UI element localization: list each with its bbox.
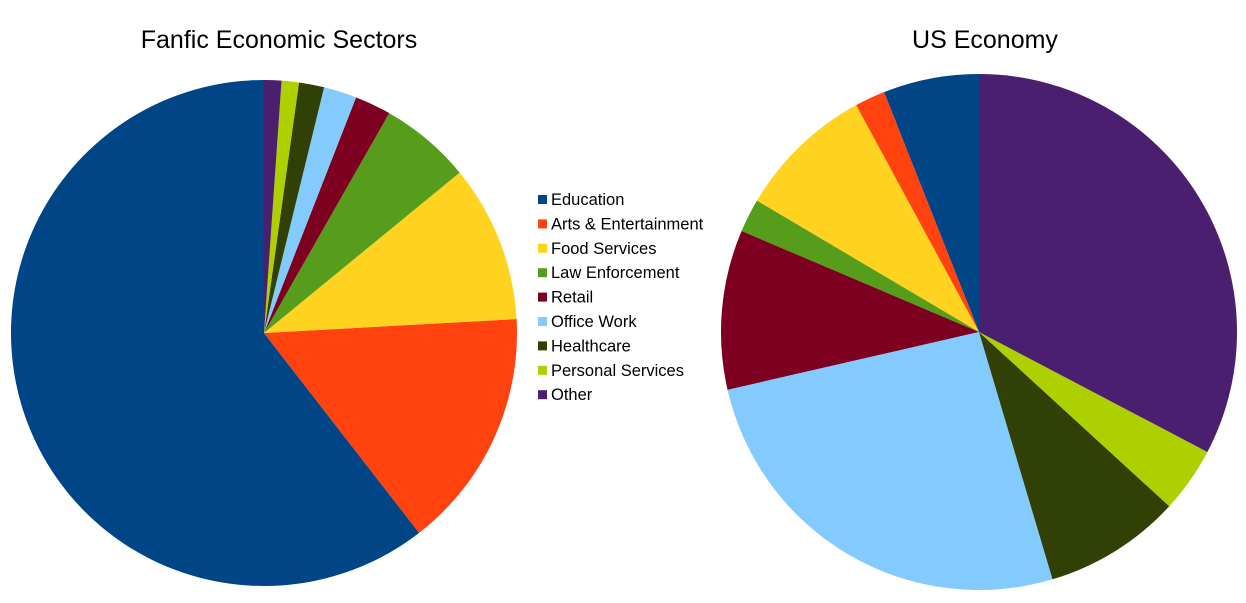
fanfic-slice-law-enforcement [264,113,460,333]
legend: Education Arts & Entertainment Food Servic… [538,191,704,404]
us-slice-education [884,74,979,332]
legend-swatch-arts-and-entertainment [538,219,547,229]
fanfic-slice-personal-services [264,80,300,333]
legend-label-arts-and-entertainment: Arts & Entertainment [551,215,704,233]
fanfic-slice-food-services [264,172,517,333]
us-slice-food-services [756,105,979,332]
legend-label-food-services: Food Services [551,240,656,258]
legend-label-law-enforcement: Law Enforcement [551,264,680,282]
legend-label-healthcare: Healthcare [551,337,631,355]
legend-swatch-other [538,390,547,400]
fanfic-slice-other [264,80,282,333]
fanfic-slice-office-work [264,87,357,333]
fanfic-slice-healthcare [264,82,325,333]
legend-swatch-law-enforcement [538,268,547,278]
legend-swatch-education [538,195,547,204]
us-slice-other [979,74,1238,453]
right-chart-title: US Economy [912,26,1058,54]
us-economy-pie [720,74,1238,591]
legend-label-personal-services: Personal Services [551,362,684,380]
legend-label-other: Other [551,386,593,404]
legend-label-office-work: Office Work [551,313,637,331]
legend-swatch-personal-services [538,365,547,375]
fanfic-slice-retail [264,97,390,333]
us-slice-law-enforcement [741,200,979,332]
us-slice-office-work [727,332,1053,591]
legend-swatch-healthcare [538,341,547,351]
legend-swatch-food-services [538,243,547,253]
fanfic-pie [10,80,517,586]
left-chart-title: Fanfic Economic Sectors [141,26,418,54]
legend-label-education: Education [551,191,624,209]
legend-swatch-office-work [538,317,547,326]
us-slice-personal-services [979,332,1208,507]
fanfic-slice-arts-and-entertainment [264,319,517,533]
legend-label-retail: Retail [551,289,593,307]
us-slice-arts-and-entertainment [856,92,979,333]
legend-swatch-retail [538,292,547,302]
us-slice-healthcare [979,332,1170,580]
us-slice-retail [720,231,979,390]
fanfic-slice-education [10,80,420,586]
